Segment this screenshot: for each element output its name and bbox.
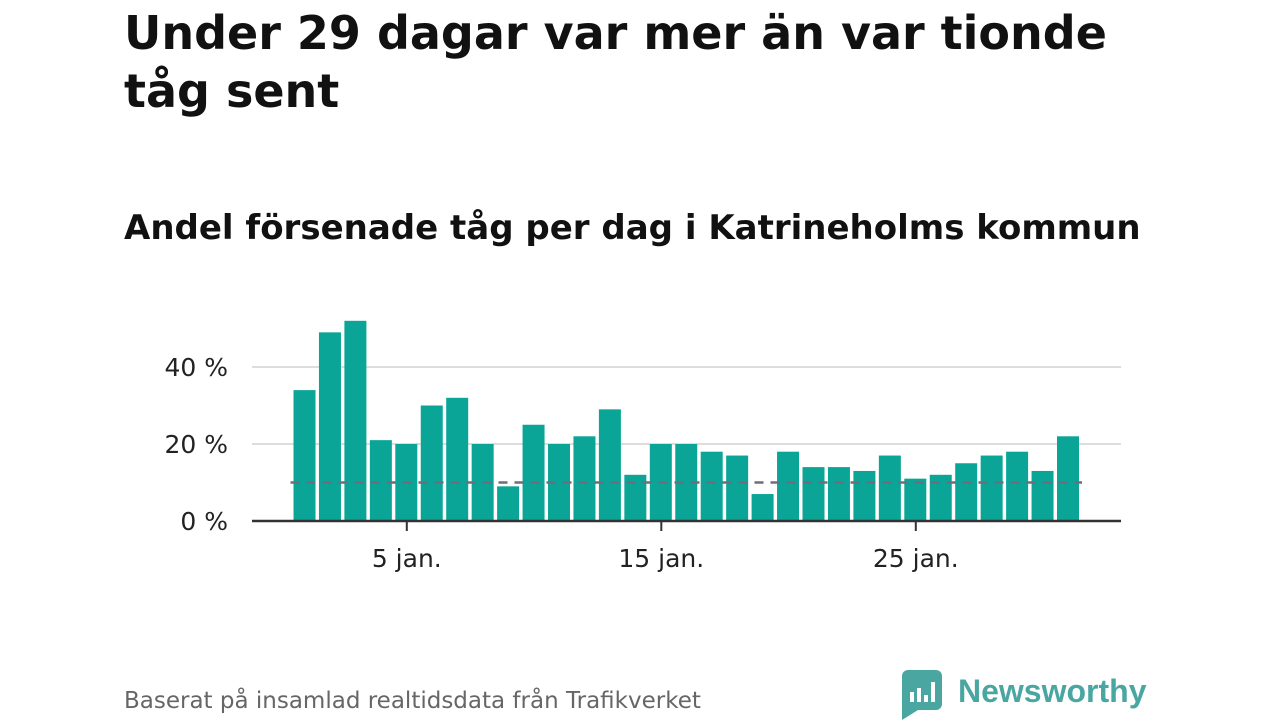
bar [751, 494, 774, 521]
bar [726, 455, 749, 521]
bar [497, 486, 520, 521]
x-tick-label: 15 jan. [618, 544, 704, 573]
x-tick-label: 5 jan. [372, 544, 442, 573]
bar [802, 467, 825, 521]
bar [522, 424, 545, 521]
bar [446, 397, 469, 521]
x-tick-label: 25 jan. [873, 544, 959, 573]
bar [318, 332, 341, 521]
bar [1006, 451, 1029, 521]
bar [675, 444, 698, 521]
bar [344, 320, 367, 521]
bar [548, 444, 570, 521]
bar [878, 455, 901, 521]
bar [293, 390, 316, 521]
bar [929, 474, 952, 521]
bar [573, 436, 596, 521]
brand-logo: Newsworthy [902, 670, 1146, 720]
chart-subtitle: Andel försenade tåg per dag i Katrinehol… [124, 208, 1141, 248]
brand-name: Newsworthy [958, 673, 1147, 709]
bar [700, 451, 723, 521]
bar [904, 478, 927, 521]
bar [1057, 436, 1079, 521]
newsworthy-logo-icon [902, 670, 942, 720]
bar [598, 409, 621, 521]
chart-title: Under 29 dagar var mer än var tionde tåg… [124, 6, 1107, 118]
source-note: Baserat på insamlad realtidsdata från Tr… [124, 688, 701, 714]
y-tick-label: 20 % [164, 430, 228, 459]
bar [827, 467, 850, 521]
bar [777, 451, 800, 521]
bar [420, 405, 443, 521]
bar [853, 470, 876, 521]
bar [1031, 470, 1054, 521]
y-tick-label: 0 % [180, 507, 228, 536]
bar [369, 440, 392, 521]
y-tick-label: 40 % [164, 353, 228, 382]
bar [955, 463, 978, 521]
bar [980, 455, 1003, 521]
bar [624, 474, 647, 521]
